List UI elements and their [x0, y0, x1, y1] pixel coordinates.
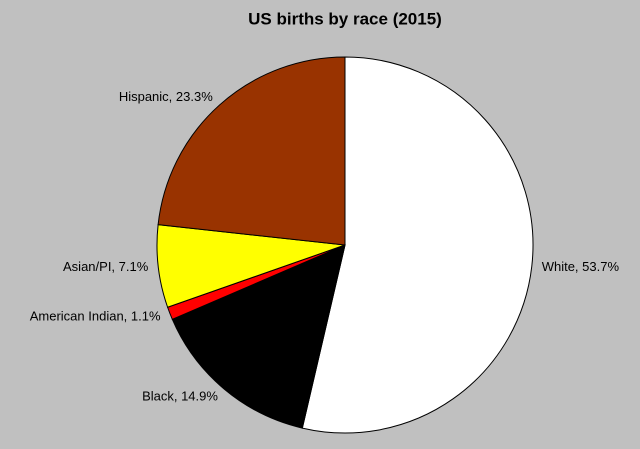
slice-label: Black, 14.9%	[142, 388, 218, 403]
slice-label: American Indian, 1.1%	[30, 308, 161, 323]
slice-label: Asian/PI, 7.1%	[63, 259, 149, 274]
chart-title: US births by race (2015)	[248, 9, 442, 28]
pie-slice	[301, 56, 534, 434]
pie-slice	[171, 244, 346, 429]
slice-label: Hispanic, 23.3%	[119, 89, 213, 104]
pie-slice	[157, 56, 346, 246]
slice-label: White, 53.7%	[542, 259, 620, 274]
